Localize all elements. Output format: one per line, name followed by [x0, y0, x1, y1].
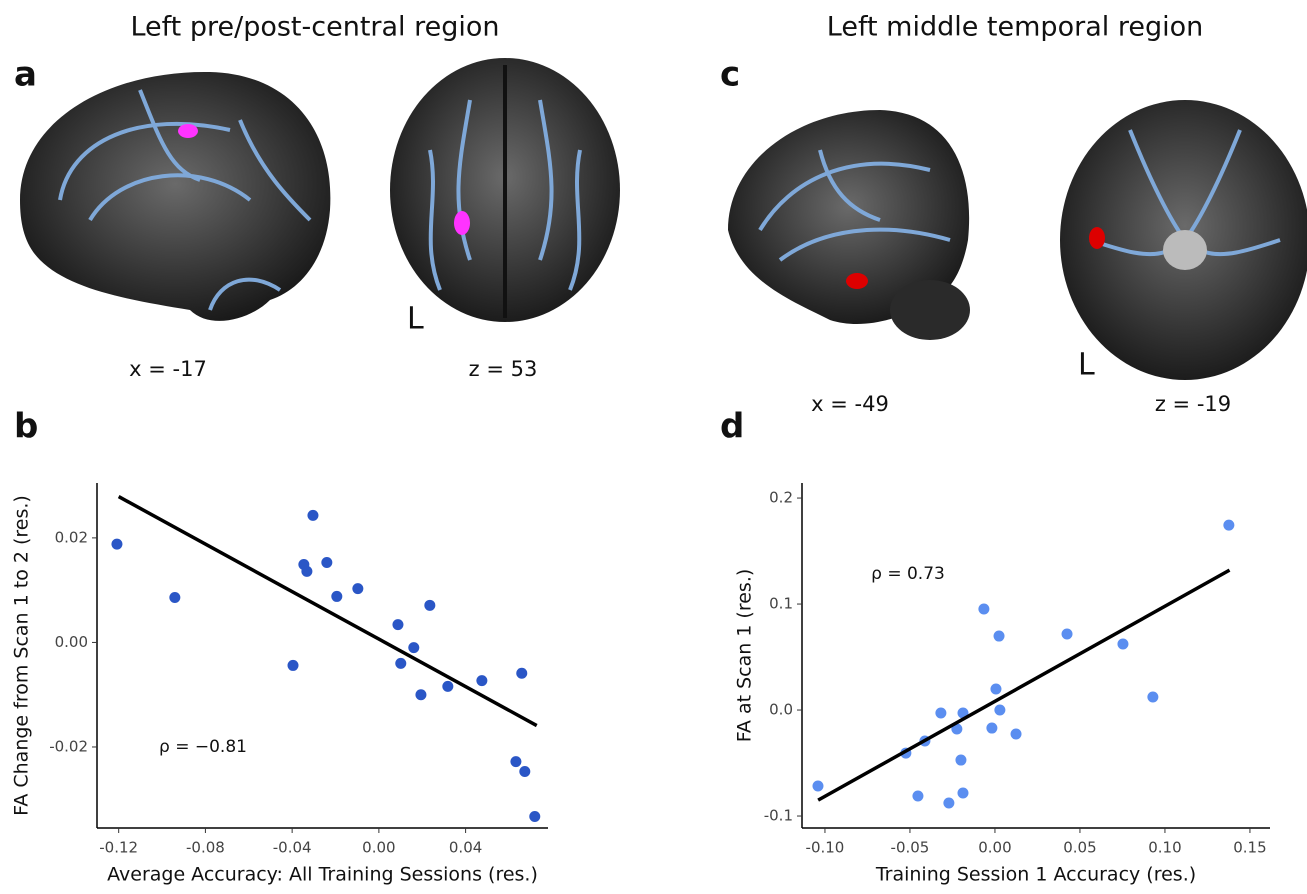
fit-line [818, 570, 1229, 800]
x-tick-label: 0.10 [1148, 839, 1181, 857]
y-tick-label: -0.02 [49, 737, 88, 755]
x-tick-label: 0.05 [1063, 839, 1096, 857]
y-axis-label: FA Change from Scan 1 to 2 (res.) [11, 495, 33, 816]
point [392, 619, 403, 630]
point [1117, 639, 1128, 650]
fit-line [119, 497, 537, 726]
panel-label: a [14, 55, 37, 95]
x-tick-label: 0.15 [1233, 839, 1266, 857]
x-tick-label: 0.00 [362, 839, 395, 857]
brain-sagittal [728, 110, 970, 340]
point [301, 566, 312, 577]
point [994, 631, 1005, 642]
x-tick-label: 0.00 [978, 839, 1011, 857]
point [307, 510, 318, 521]
slice-coordinate: z = -19 [1155, 392, 1231, 416]
point [442, 681, 453, 692]
brain-axial [1060, 100, 1307, 380]
y-tick-label: 0.2 [769, 489, 793, 507]
point [1062, 629, 1073, 640]
point [516, 668, 527, 679]
point [510, 756, 521, 767]
point [331, 591, 342, 602]
point [529, 811, 540, 822]
x-tick-label: -0.10 [806, 839, 845, 857]
region-title: Left pre/post-central region [130, 12, 499, 43]
brain-axial [390, 58, 620, 322]
point [476, 675, 487, 686]
point [994, 705, 1005, 716]
orientation-label: L [1078, 348, 1095, 383]
point [1147, 691, 1158, 702]
point [395, 658, 406, 669]
point [288, 660, 299, 671]
x-tick-label: -0.04 [273, 839, 312, 857]
y-tick-label: 0.0 [769, 701, 793, 719]
point [424, 600, 435, 611]
slice-coordinate: x = -49 [811, 392, 889, 416]
orientation-label: L [407, 302, 424, 337]
x-axis-label: Average Accuracy: All Training Sessions … [107, 864, 538, 886]
point [1011, 728, 1022, 739]
x-tick-label: 0.04 [449, 839, 482, 857]
point [957, 788, 968, 799]
point [935, 708, 946, 719]
point [408, 642, 419, 653]
y-tick-label: -0.1 [764, 807, 793, 825]
figure: Left pre/post-central region Left middle… [0, 0, 1307, 890]
slice-coordinate: z = 53 [469, 357, 538, 381]
point [1223, 520, 1234, 531]
point [169, 592, 180, 603]
point [955, 755, 966, 766]
region-title: Left middle temporal region [827, 12, 1203, 43]
point [943, 797, 954, 808]
point [990, 684, 1001, 695]
annotation: ρ = −0.81 [159, 737, 247, 757]
panel-label: b [14, 407, 38, 447]
x-tick-label: -0.08 [186, 839, 225, 857]
panel-label: d [720, 407, 744, 447]
point [111, 539, 122, 550]
point [415, 689, 426, 700]
point [812, 781, 823, 792]
x-tick-label: -0.12 [99, 839, 138, 857]
brain-sagittal [20, 72, 330, 321]
point [978, 604, 989, 615]
annotation: ρ = 0.73 [871, 564, 945, 584]
y-tick-label: 0.1 [769, 595, 793, 613]
point [519, 766, 530, 777]
point [986, 723, 997, 734]
y-tick-label: 0.02 [55, 528, 88, 546]
x-axis-label: Training Session 1 Accuracy (res.) [875, 864, 1196, 886]
panel-label: c [720, 55, 740, 95]
slice-coordinate: x = -17 [129, 357, 207, 381]
point [352, 583, 363, 594]
point [321, 557, 332, 568]
y-tick-label: 0.00 [55, 633, 88, 651]
y-axis-label: FA at Scan 1 (res.) [734, 569, 756, 743]
x-tick-label: -0.05 [891, 839, 930, 857]
point [912, 790, 923, 801]
